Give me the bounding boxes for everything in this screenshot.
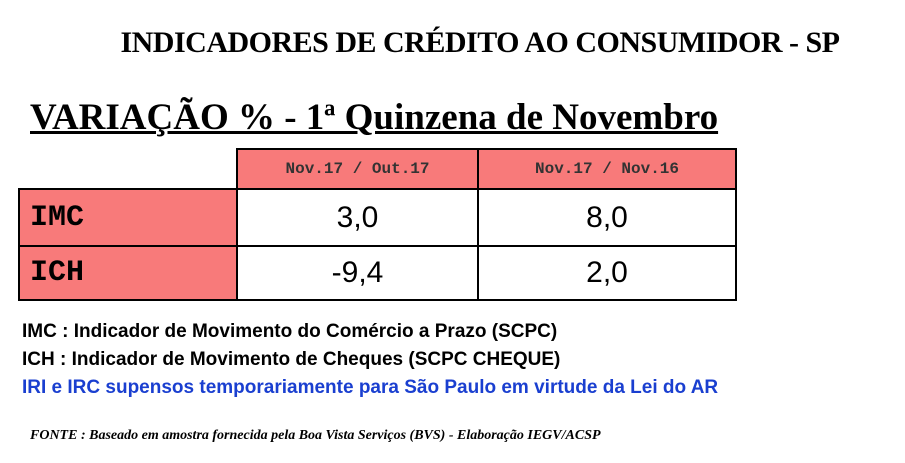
subtitle: VARIAÇÃO % - 1ª Quinzena de Novembro <box>30 97 719 138</box>
column-header: Nov.17 / Nov.16 <box>477 148 737 190</box>
note: ICH : Indicador de Movimento de Cheques … <box>22 349 561 370</box>
title: INDICADORES DE CRÉDITO AO CONSUMIDOR - S… <box>120 26 840 59</box>
table-cell: 8,0 <box>477 188 737 247</box>
table-cell: 3,0 <box>236 188 479 247</box>
column-header: Nov.17 / Out.17 <box>236 148 479 190</box>
source: FONTE : Baseado em amostra fornecida pel… <box>30 428 601 443</box>
table-cell: 2,0 <box>477 245 737 301</box>
note: IRI e IRC supensos temporariamente para … <box>22 377 719 398</box>
table-cell: -9,4 <box>236 245 479 301</box>
row-label: ICH <box>18 245 238 301</box>
row-label: IMC <box>18 188 238 247</box>
note: IMC : Indicador de Movimento do Comércio… <box>22 321 558 342</box>
